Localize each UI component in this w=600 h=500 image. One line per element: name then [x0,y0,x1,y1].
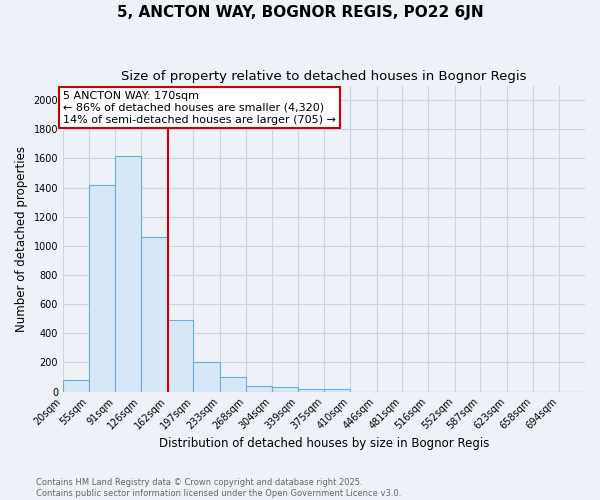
Text: 5, ANCTON WAY, BOGNOR REGIS, PO22 6JN: 5, ANCTON WAY, BOGNOR REGIS, PO22 6JN [116,5,484,20]
Bar [245,386,272,392]
Text: 5 ANCTON WAY: 170sqm
← 86% of detached houses are smaller (4,320)
14% of semi-de: 5 ANCTON WAY: 170sqm ← 86% of detached h… [63,92,336,124]
Title: Size of property relative to detached houses in Bognor Regis: Size of property relative to detached ho… [121,70,527,83]
X-axis label: Distribution of detached houses by size in Bognor Regis: Distribution of detached houses by size … [159,437,489,450]
Bar [89,184,115,392]
Bar [193,362,220,392]
Bar [325,388,350,392]
Bar [63,380,89,392]
Bar [115,156,141,392]
Text: Contains HM Land Registry data © Crown copyright and database right 2025.
Contai: Contains HM Land Registry data © Crown c… [36,478,401,498]
Bar [141,237,167,392]
Bar [272,387,298,392]
Bar [220,377,245,392]
Bar [167,320,193,392]
Y-axis label: Number of detached properties: Number of detached properties [15,146,28,332]
Bar [298,388,325,392]
